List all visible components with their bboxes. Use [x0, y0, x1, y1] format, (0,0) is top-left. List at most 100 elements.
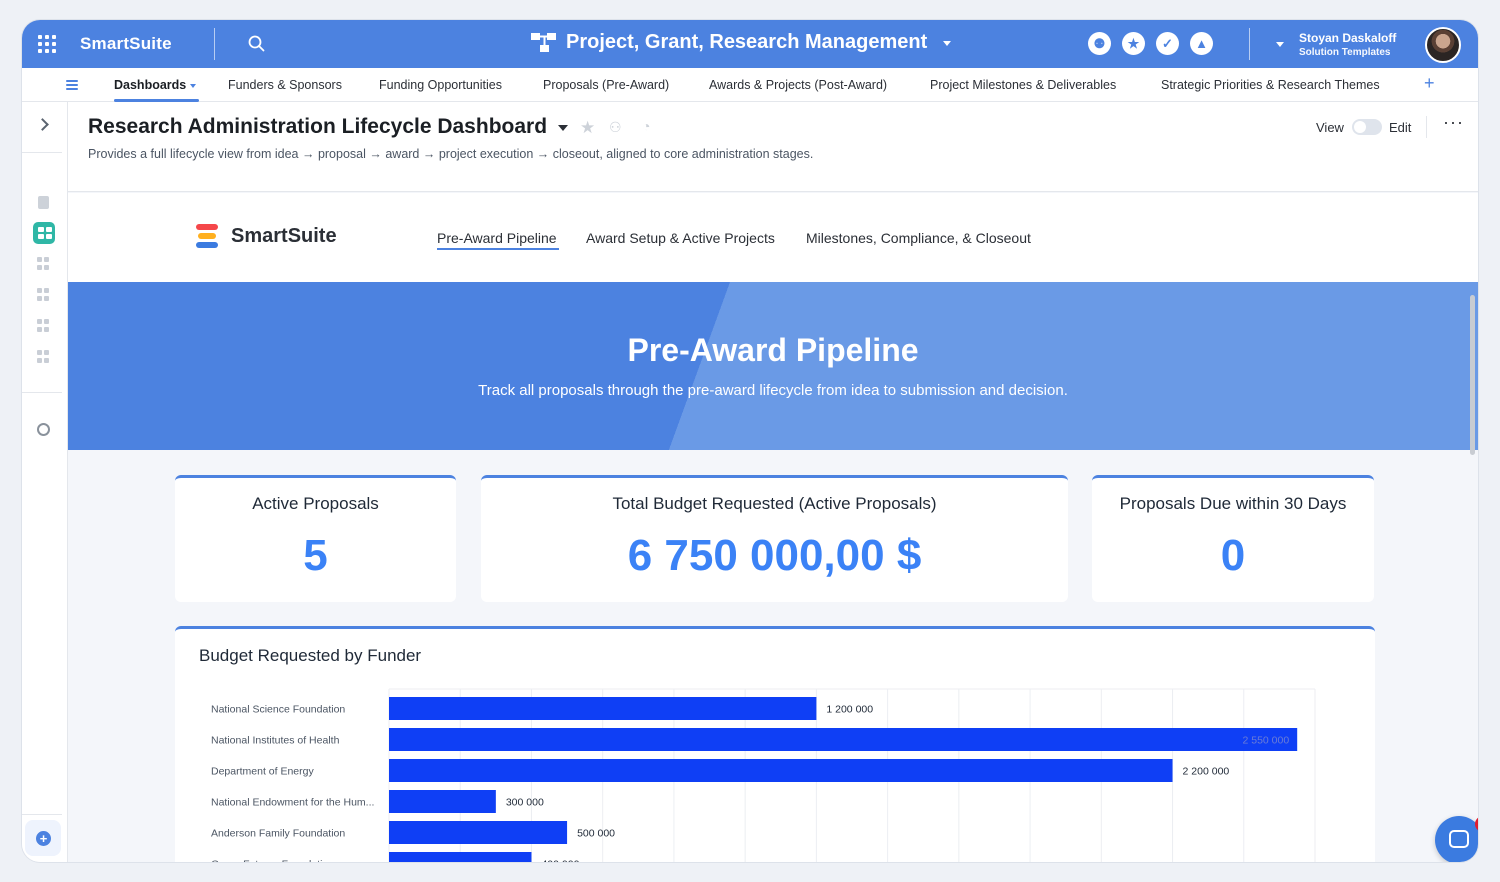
stat-value: 5 [303, 531, 328, 580]
add-view-button[interactable]: + [25, 820, 61, 856]
chart-value-label: 2 200 000 [1183, 766, 1230, 778]
active-nav-indicator [437, 248, 559, 250]
stat-value: 0 [1220, 531, 1246, 580]
rail-divider [22, 152, 62, 153]
more-options-icon[interactable]: ··· [1443, 112, 1464, 132]
left-rail: + [22, 102, 68, 862]
user-workspace: Solution Templates [1299, 47, 1391, 58]
topbar-actions: ⚉ ★ ✓ ▲ [1088, 32, 1213, 55]
rss-icon[interactable]: ◔ [642, 118, 651, 134]
user-name[interactable]: Stoyan Daskaloff [1299, 31, 1397, 45]
tab-funding-opportunities[interactable]: Funding Opportunities [379, 78, 502, 92]
chart-category-label: Anderson Family Foundation [211, 828, 345, 840]
scrollbar[interactable] [1470, 295, 1475, 455]
plus-icon: + [36, 831, 51, 846]
apps-grid-icon[interactable] [38, 35, 56, 53]
chart-value-label: 300 000 [506, 797, 544, 809]
chart-bar[interactable] [389, 852, 532, 862]
tab-awards-projects[interactable]: Awards & Projects (Post-Award) [709, 78, 888, 92]
star-icon[interactable]: ★ [580, 118, 596, 137]
notifications-bell-icon[interactable]: ▲ [1190, 32, 1213, 55]
menu-hamburger-icon[interactable] [66, 80, 78, 90]
dashboard-5-icon[interactable] [37, 350, 50, 363]
stat-card-active-proposals[interactable]: Active Proposals 5 [175, 475, 456, 602]
tab-strategic-priorities[interactable]: Strategic Priorities & Research Themes [1161, 78, 1380, 92]
chart-card-budget-by-funder: Budget Requested by Funder National Scie… [175, 626, 1375, 862]
chart-bar[interactable] [389, 759, 1173, 782]
rail-divider [22, 392, 62, 393]
chart-category-label: Department of Energy [211, 766, 314, 778]
chat-support-button[interactable] [1435, 816, 1478, 862]
user-menu-chevron-icon[interactable] [1276, 42, 1284, 47]
chart-grid [388, 688, 1316, 862]
top-bar: SmartSuite Project, Grant, Research Mana… [22, 20, 1478, 68]
dashboard-2-icon[interactable] [37, 257, 50, 270]
chart-value-label: 1 200 000 [826, 704, 873, 716]
tasks-check-icon[interactable]: ✓ [1156, 32, 1179, 55]
active-tab-indicator [114, 99, 199, 102]
chart-title: Budget Requested by Funder [199, 646, 422, 665]
solution-title: Project, Grant, Research Management [566, 31, 928, 53]
chevron-down-icon [943, 41, 952, 46]
chart-value-label: 2 550 000 [1242, 735, 1289, 747]
stat-card-total-budget[interactable]: Total Budget Requested (Active Proposals… [481, 475, 1068, 602]
chart-category-label: National Endowment for the Hum... [211, 797, 374, 809]
topbar-divider [1249, 28, 1250, 60]
search-icon[interactable] [248, 35, 265, 52]
avatar[interactable] [1425, 27, 1461, 63]
edit-label: Edit [1389, 120, 1412, 135]
dashboard-3-icon[interactable] [37, 288, 50, 301]
dashboard-icon[interactable] [33, 222, 55, 244]
chart-bar[interactable] [389, 790, 496, 813]
chart-value-label: 500 000 [577, 828, 615, 840]
team-icon[interactable]: ⚉ [1088, 32, 1111, 55]
stat-card-due-30-days[interactable]: Proposals Due within 30 Days 0 [1092, 475, 1374, 602]
stat-label: Proposals Due within 30 Days [1119, 494, 1347, 513]
logo-text: SmartSuite [231, 225, 337, 247]
document-icon[interactable] [38, 196, 49, 209]
favorites-star-icon[interactable]: ★ [1122, 32, 1145, 55]
tab-dashboards[interactable]: Dashboards [114, 78, 197, 92]
solution-tabs-bar: Dashboards Funders & Sponsors Funding Op… [22, 68, 1478, 102]
chart-category-label: Green Futures Foundation [211, 859, 334, 863]
chart-bar[interactable] [389, 697, 817, 720]
dash-nav-milestones[interactable]: Milestones, Compliance, & Closeout [806, 230, 1031, 246]
topbar-divider [214, 28, 215, 60]
header-divider [1426, 116, 1427, 138]
expand-chevron-icon[interactable] [36, 118, 49, 131]
chart-category-label: National Science Foundation [211, 704, 345, 716]
chat-badge: 1 [1475, 816, 1478, 832]
rail-divider [22, 814, 62, 815]
chart-category-label: National Institutes of Health [211, 735, 340, 747]
dash-nav-pre-award[interactable]: Pre-Award Pipeline [437, 230, 557, 246]
chevron-down-icon [190, 83, 197, 88]
chart-bar[interactable] [389, 728, 1298, 751]
add-tab-button[interactable]: + [1424, 73, 1435, 93]
tab-proposals[interactable]: Proposals (Pre-Award) [543, 78, 670, 92]
view-edit-toggle[interactable] [1352, 119, 1382, 135]
page-description: Provides a full lifecycle view from idea… [88, 147, 814, 161]
tab-milestones-deliverables[interactable]: Project Milestones & Deliverables [930, 78, 1117, 92]
hero-title: Pre-Award Pipeline [627, 332, 919, 368]
tab-funders-sponsors[interactable]: Funders & Sponsors [228, 78, 342, 92]
hierarchy-icon [531, 32, 556, 52]
bar-chart: National Science Foundation 1 200 000 Nati… [211, 688, 1316, 863]
app-window: SmartSuite Project, Grant, Research Mana… [22, 20, 1478, 862]
chat-icon [1449, 830, 1469, 848]
user-circle-icon[interactable] [37, 423, 50, 436]
hero-subtitle: Track all proposals through the pre-awar… [478, 382, 1068, 399]
chart-bar[interactable] [389, 821, 568, 844]
dashboard-header: Research Administration Lifecycle Dashbo… [68, 102, 1478, 192]
solution-title-button[interactable]: Project, Grant, Research Management [530, 31, 952, 54]
dash-nav-award-setup[interactable]: Award Setup & Active Projects [586, 230, 775, 246]
page-title: Research Administration Lifecycle Dashbo… [88, 115, 548, 138]
hero-banner: Pre-Award Pipeline Track all proposals t… [68, 282, 1478, 450]
title-chevron-down-icon[interactable] [558, 125, 568, 131]
dashboard-nav: SmartSuite Pre-Award Pipeline Award Setu… [68, 193, 1478, 283]
brand-name[interactable]: SmartSuite [80, 34, 172, 53]
stat-label: Total Budget Requested (Active Proposals… [612, 494, 937, 513]
smartsuite-logo-icon [196, 224, 220, 250]
people-icon[interactable]: ⚇ [609, 119, 622, 135]
dashboard-4-icon[interactable] [37, 319, 50, 332]
chart-value-label: 400 000 [541, 859, 579, 863]
